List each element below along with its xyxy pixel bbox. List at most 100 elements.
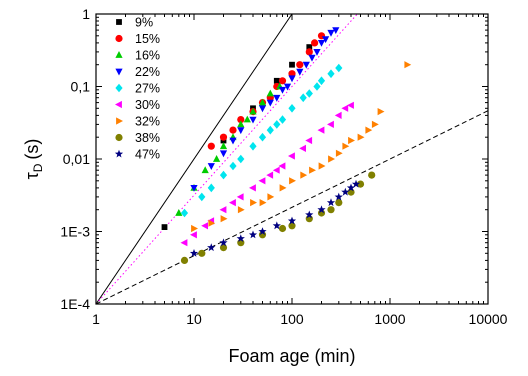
legend-marker xyxy=(114,149,124,158)
axis-ticks: 1 10 100 1000 10000 1E-4 1E-3 0,01 0,1 1 xyxy=(60,6,507,327)
data-point xyxy=(190,231,197,239)
data-point xyxy=(198,249,206,257)
data-point xyxy=(219,170,228,180)
data-point xyxy=(191,224,198,233)
y-tick-label: 1 xyxy=(82,6,90,22)
data-point xyxy=(266,125,274,135)
data-point xyxy=(283,83,292,91)
legend-label: 9% xyxy=(135,16,153,30)
data-point xyxy=(334,111,342,119)
data-point xyxy=(318,162,326,170)
x-axis-title: Foam age (min) xyxy=(228,346,355,366)
data-point xyxy=(219,133,228,141)
y-axis-subscript: D xyxy=(31,163,45,172)
legend-marker xyxy=(115,34,123,43)
data-point xyxy=(309,166,316,174)
legend-label: 38% xyxy=(135,131,160,145)
data-point xyxy=(266,89,274,97)
data-point xyxy=(180,256,189,264)
legend-label: 27% xyxy=(135,82,160,96)
x-tick-label: 100 xyxy=(280,311,304,327)
legend-marker xyxy=(115,51,123,58)
legend-marker xyxy=(115,83,123,93)
data-point xyxy=(335,63,343,73)
data-point xyxy=(219,142,228,150)
data-point xyxy=(317,126,325,134)
data-point xyxy=(219,238,228,247)
data-point xyxy=(306,44,313,50)
data-point xyxy=(237,120,245,128)
data-point xyxy=(288,104,296,113)
data-point xyxy=(259,199,267,207)
data-point xyxy=(311,39,319,47)
data-point xyxy=(299,93,307,103)
data-point xyxy=(258,227,267,235)
data-point xyxy=(341,187,350,196)
data-point xyxy=(229,161,237,171)
data-point xyxy=(219,150,228,158)
data-point xyxy=(161,224,168,230)
data-point xyxy=(346,183,356,192)
data-point xyxy=(258,177,266,185)
x-tick-label: 1000 xyxy=(374,311,405,327)
data-point xyxy=(236,234,245,242)
data-point xyxy=(258,132,267,142)
legend-label: 16% xyxy=(135,49,160,63)
legend-label: 32% xyxy=(135,115,160,129)
data-point xyxy=(327,206,335,214)
data-point xyxy=(237,127,245,135)
data-point xyxy=(237,116,245,124)
legend-label: 30% xyxy=(135,98,160,112)
data-point xyxy=(317,76,326,86)
data-point xyxy=(272,166,280,174)
reference-lines xyxy=(96,14,488,304)
data-point xyxy=(207,142,215,150)
data-point xyxy=(278,86,287,94)
legend-marker xyxy=(116,19,122,25)
data-point xyxy=(207,183,215,193)
data-point xyxy=(335,149,343,157)
data-point xyxy=(347,101,354,109)
x-tick-label: 10000 xyxy=(469,311,508,327)
data-point xyxy=(237,154,245,164)
data-point xyxy=(266,171,274,179)
data-point xyxy=(305,89,313,98)
data-point xyxy=(219,206,227,214)
data-point xyxy=(207,243,216,252)
data-point xyxy=(305,136,313,145)
reference-line-solid xyxy=(96,14,293,304)
data-point xyxy=(334,192,343,201)
data-point xyxy=(327,29,335,37)
data-point xyxy=(289,61,295,68)
data-point xyxy=(249,184,256,192)
data-point xyxy=(335,199,343,207)
data-point xyxy=(300,171,308,179)
data-point xyxy=(278,162,286,170)
legend-marker xyxy=(115,100,122,109)
data-point xyxy=(175,209,183,216)
data-point xyxy=(278,77,287,85)
data-point xyxy=(313,49,321,56)
data-point xyxy=(377,108,385,116)
data-point xyxy=(356,180,365,188)
data-point xyxy=(250,199,257,207)
data-point xyxy=(198,192,206,202)
x-tick-label: 1 xyxy=(92,311,100,327)
reference-line-dotted xyxy=(96,14,359,304)
data-point xyxy=(273,77,280,84)
legend-label: 22% xyxy=(135,65,160,79)
y-tick-label: 1E-4 xyxy=(60,296,90,312)
data-point xyxy=(305,48,313,56)
legend-marker xyxy=(115,68,123,76)
data-point xyxy=(237,206,245,214)
data-point xyxy=(278,115,287,124)
data-point xyxy=(326,198,336,207)
data-point xyxy=(305,210,314,219)
y-axis-symbol: τ xyxy=(22,172,42,179)
data-point xyxy=(220,215,228,223)
data-point xyxy=(207,163,215,170)
data-point xyxy=(249,116,257,124)
data-point xyxy=(201,166,209,174)
data-point xyxy=(288,152,295,160)
data-point xyxy=(201,222,208,230)
